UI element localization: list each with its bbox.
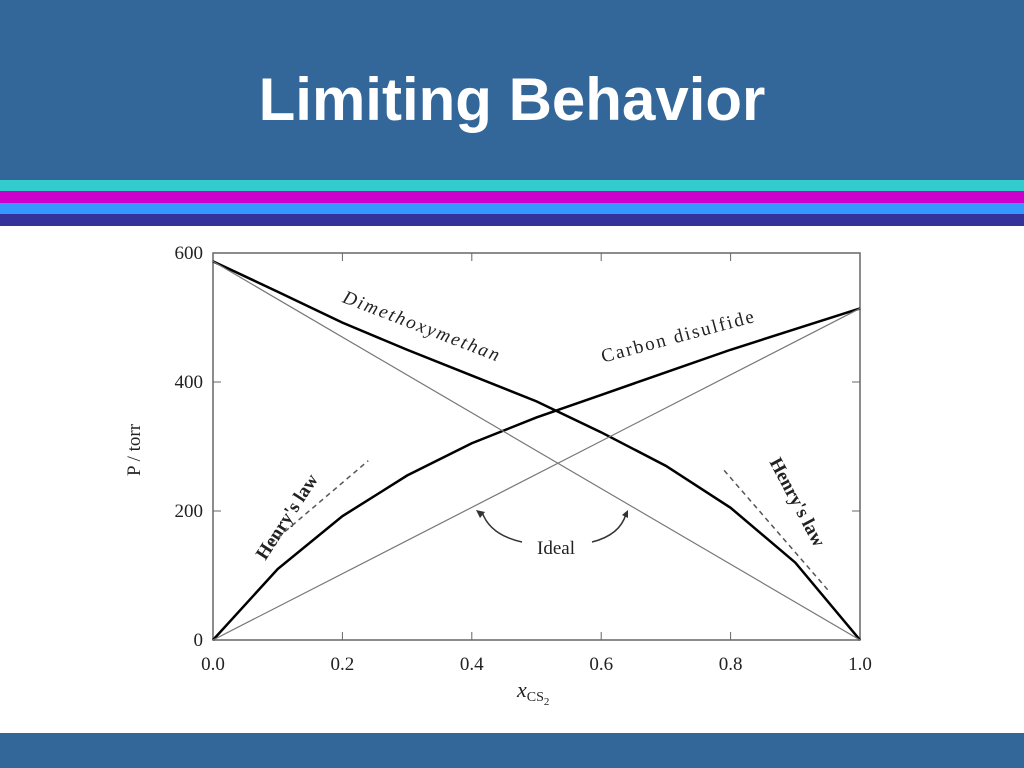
annotation-arrow	[481, 511, 523, 543]
footer-band	[0, 733, 1024, 768]
x-label-sub: CS	[527, 690, 544, 705]
annotation: Ideal	[537, 538, 575, 559]
plot-frame	[212, 252, 861, 641]
x-tick-label: 0.8	[719, 654, 743, 675]
series-line	[212, 260, 861, 641]
header-band	[0, 0, 1024, 180]
series-line	[212, 260, 861, 641]
annotation-arrowhead	[476, 510, 485, 518]
y-tick-label: 400	[175, 372, 204, 393]
series-label: Henry's law	[765, 454, 830, 550]
stripe	[0, 191, 1024, 203]
stripe	[0, 203, 1024, 214]
y-tick-label: 200	[175, 501, 204, 522]
x-axis-label: xCS2	[516, 677, 549, 708]
x-label-subsub: 2	[544, 696, 550, 708]
y-tick-label: 0	[194, 630, 204, 651]
y-tick-label: 600	[175, 243, 204, 264]
y-axis-label: P / torr	[124, 423, 145, 476]
series-line	[212, 307, 861, 641]
series-label: Carbon disulfide	[599, 306, 758, 367]
stripe	[0, 214, 1024, 226]
stripe	[0, 180, 1024, 191]
annotation-arrowhead	[622, 510, 628, 518]
x-tick-label: 0.4	[460, 654, 484, 675]
series-label: Henry's law	[252, 470, 323, 564]
series-line	[212, 307, 861, 641]
x-tick-label: 1.0	[848, 654, 872, 675]
series-line	[270, 460, 369, 544]
x-label-main: x	[516, 677, 527, 702]
annotation-arrow	[591, 513, 627, 543]
x-tick-label: 0.0	[201, 654, 225, 675]
slide-title: Limiting Behavior	[259, 66, 766, 133]
x-tick-label: 0.6	[589, 654, 613, 675]
x-tick-label: 0.2	[331, 654, 355, 675]
